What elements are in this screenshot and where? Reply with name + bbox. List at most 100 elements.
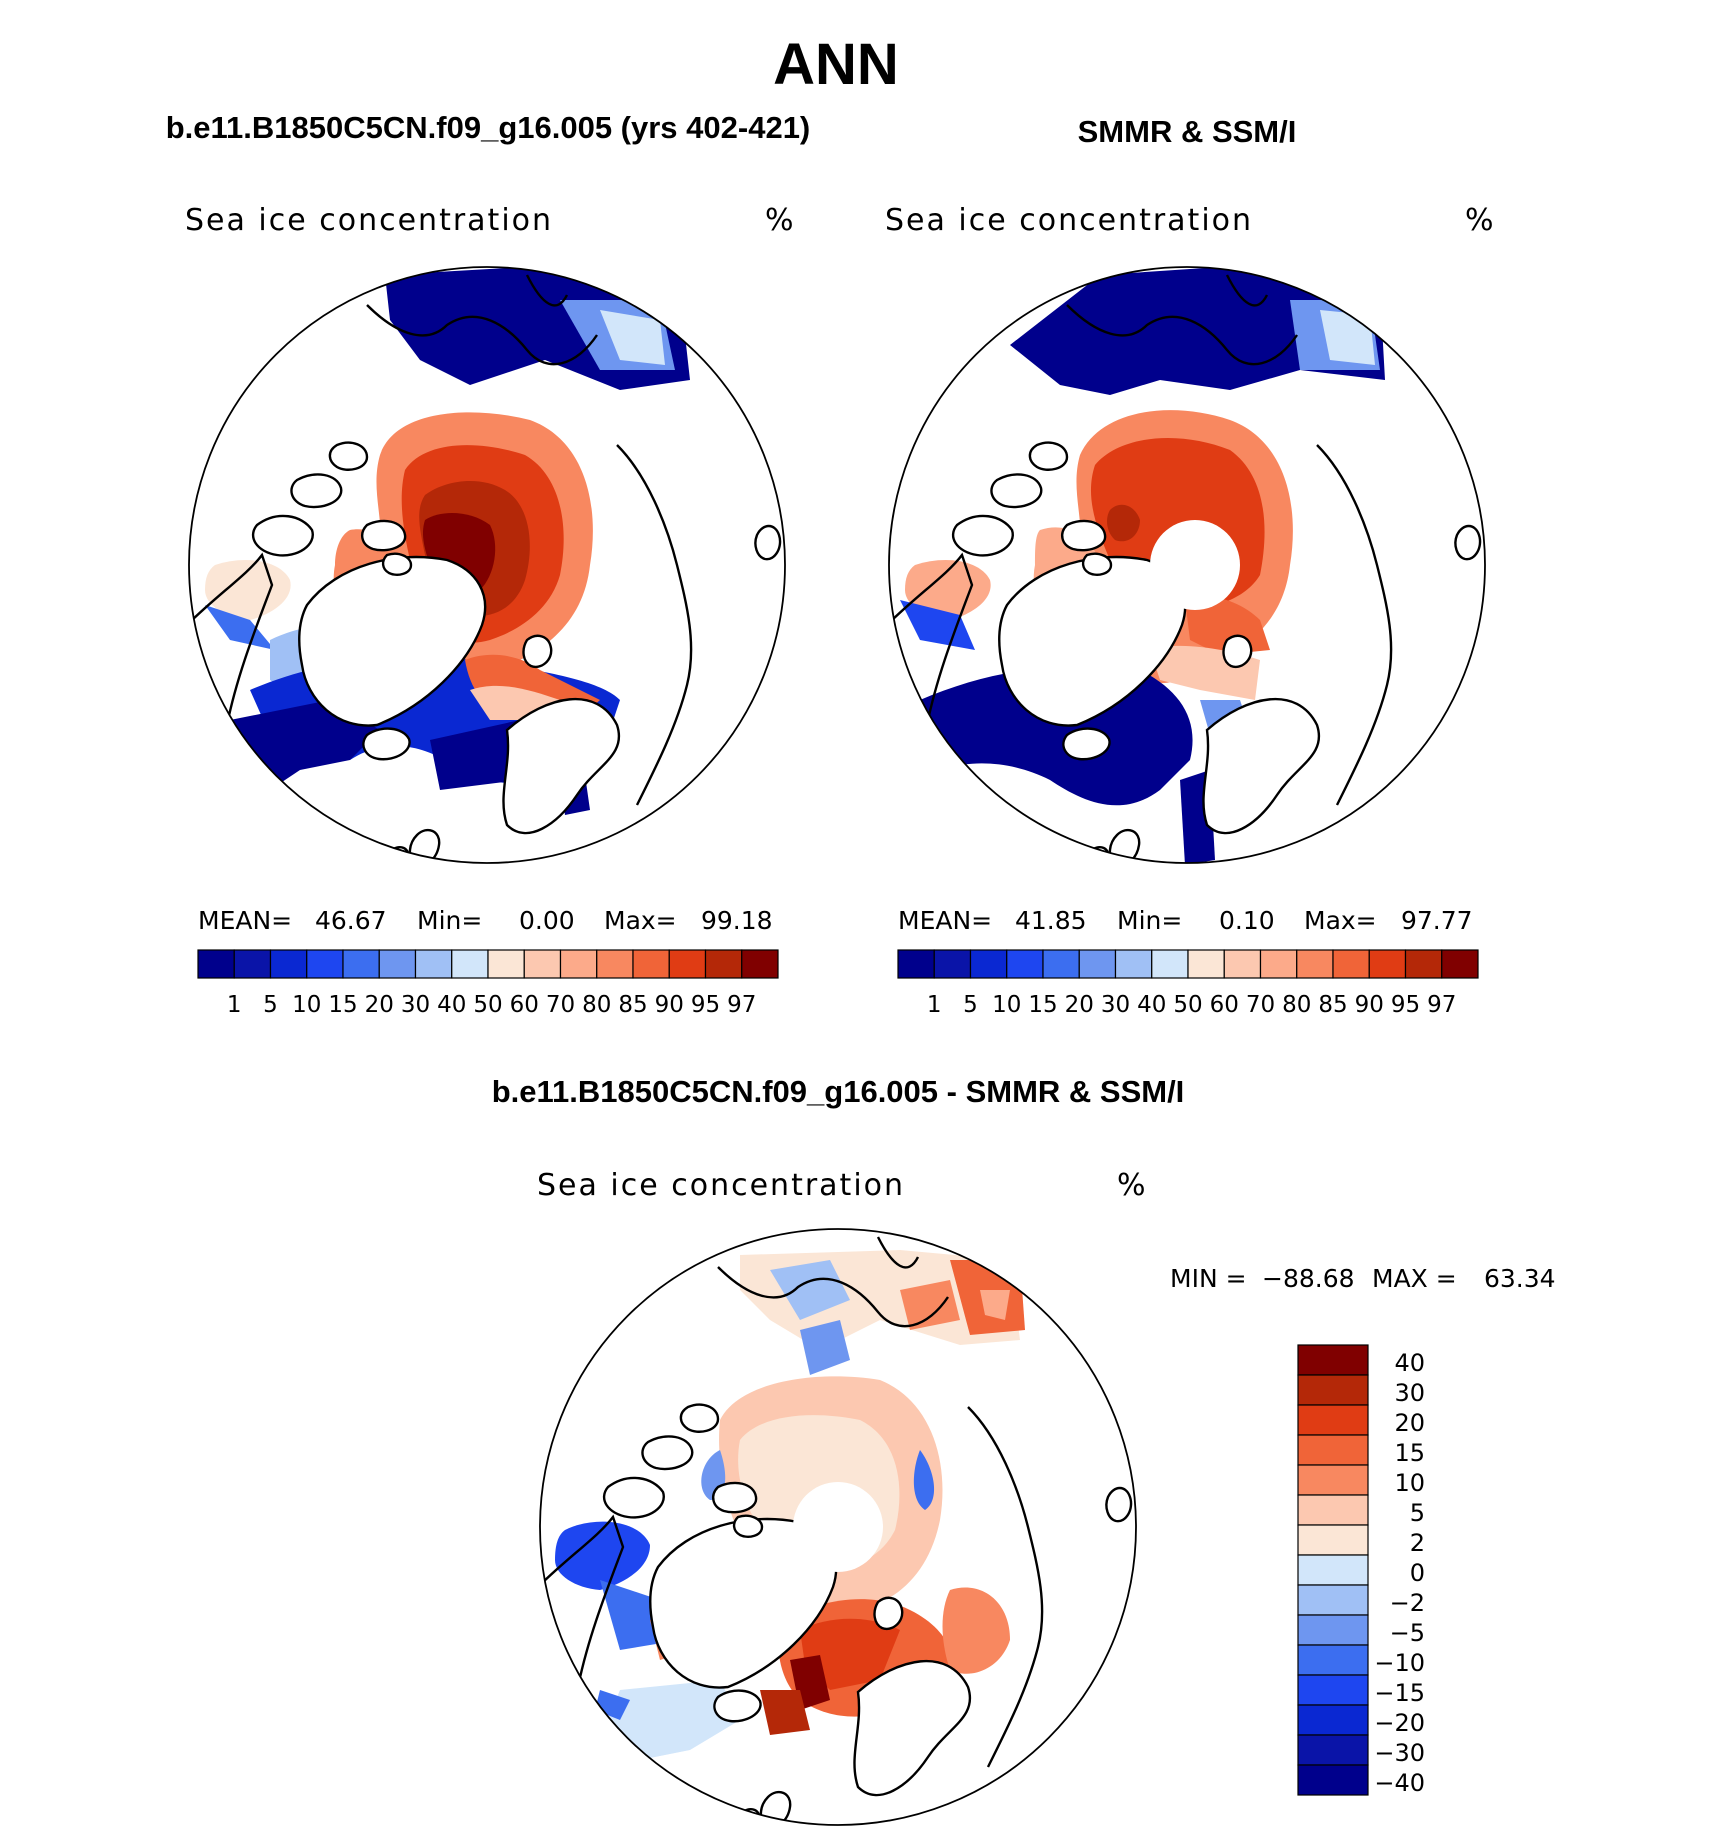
colorbar-swatch bbox=[1297, 1464, 1369, 1496]
panel-diff-min-label: MIN = bbox=[1170, 1264, 1247, 1293]
colorbar-tick-label: 95 bbox=[1391, 992, 1420, 1018]
colorbar-tick-label: 15 bbox=[1394, 1439, 1425, 1467]
colorbar-swatch bbox=[668, 949, 707, 979]
colorbar-swatch bbox=[1368, 949, 1407, 979]
panel-model: b.e11.B1850C5CN.f09_g16.005 (yrs 402-421… bbox=[166, 110, 811, 1018]
colorbar-swatch bbox=[1297, 1704, 1369, 1736]
colorbar-swatch bbox=[1187, 949, 1225, 979]
colorbar-tick-label: 0 bbox=[1410, 1559, 1425, 1587]
colorbar-swatch bbox=[1297, 1734, 1369, 1766]
panel-model-max-value: 99.18 bbox=[701, 906, 773, 935]
panel-obs-max-value: 97.77 bbox=[1401, 906, 1473, 935]
colorbar-tick-label: 10 bbox=[992, 992, 1021, 1018]
colorbar-tick-label: −40 bbox=[1374, 1769, 1425, 1797]
colorbar-tick-label: 85 bbox=[618, 992, 647, 1018]
colorbar-tick-label: 80 bbox=[582, 992, 611, 1018]
panel-diff-max-value: 63.34 bbox=[1484, 1264, 1556, 1293]
colorbar-swatch bbox=[233, 949, 272, 979]
panel-obs-min-value: 0.10 bbox=[1219, 906, 1275, 935]
panel-obs-variable: Sea ice concentration bbox=[885, 203, 1253, 238]
panel-model-variable: Sea ice concentration bbox=[185, 203, 553, 238]
colorbar-swatch bbox=[1006, 949, 1044, 979]
colorbar-tick-label: 5 bbox=[1410, 1499, 1425, 1527]
panel-obs-mean-label: MEAN= bbox=[898, 906, 992, 935]
panel-obs-heading: SMMR & SSM/I bbox=[1078, 114, 1297, 149]
colorbar-swatch bbox=[969, 949, 1008, 979]
panel-obs: SMMR & SSM/I Sea ice concentration % bbox=[885, 114, 1494, 1018]
colorbar-swatch bbox=[1297, 1524, 1369, 1556]
colorbar-tick-label: −10 bbox=[1374, 1649, 1425, 1677]
colorbar-tick-label: 80 bbox=[1282, 992, 1311, 1018]
colorbar-swatch bbox=[897, 949, 935, 979]
colorbar-swatch bbox=[414, 949, 453, 979]
colorbar-tick-label: 5 bbox=[263, 992, 278, 1018]
colorbar-swatch bbox=[1332, 949, 1370, 979]
panel-diff-variable: Sea ice concentration bbox=[537, 1168, 905, 1203]
colorbar-swatch bbox=[378, 949, 417, 979]
colorbar-tick-label: −30 bbox=[1374, 1739, 1425, 1767]
colorbar-swatch bbox=[342, 949, 380, 979]
colorbar-tick-label: 30 bbox=[1394, 1379, 1425, 1407]
colorbar-tick-label: 70 bbox=[546, 992, 575, 1018]
panel-model-units: % bbox=[765, 203, 794, 238]
colorbar-swatch bbox=[1441, 949, 1479, 979]
colorbar-tick-label: 1 bbox=[227, 992, 242, 1018]
colorbar-tick-label: 70 bbox=[1246, 992, 1275, 1018]
colorbar-tick-label: −5 bbox=[1390, 1619, 1425, 1647]
colorbar-swatch bbox=[1259, 949, 1298, 979]
colorbar-swatch bbox=[1297, 1674, 1369, 1706]
colorbar-swatch bbox=[1297, 1404, 1369, 1436]
panel-model-max-label: Max= bbox=[604, 906, 677, 935]
colorbar-tick-label: 97 bbox=[727, 992, 756, 1018]
colorbar-swatch bbox=[1297, 1554, 1369, 1586]
colorbar-swatch bbox=[1404, 949, 1443, 979]
panel-model-mean-label: MEAN= bbox=[198, 906, 292, 935]
colorbar-swatch bbox=[1297, 1764, 1369, 1796]
colorbar-swatch bbox=[933, 949, 972, 979]
colorbar-swatch bbox=[1297, 1374, 1369, 1406]
panel-diff-pole-hole bbox=[793, 1482, 883, 1572]
colorbar-tick-label: 60 bbox=[510, 992, 539, 1018]
panel-diff: b.e11.B1850C5CN.f09_g16.005 - SMMR & SSM… bbox=[492, 1074, 1556, 1826]
colorbar-swatch bbox=[1151, 949, 1189, 979]
colorbar-tick-label: 40 bbox=[437, 992, 466, 1018]
panel-model-colorbar: 1 5 10 15 20 30 40 50 60 70 80 85 90 95 97 bbox=[197, 949, 779, 1018]
panel-model-min-value: 0.00 bbox=[519, 906, 575, 935]
colorbar-swatch bbox=[1297, 1644, 1369, 1676]
colorbar-swatch bbox=[487, 949, 525, 979]
colorbar-swatch bbox=[1297, 1614, 1369, 1646]
colorbar-swatch bbox=[269, 949, 308, 979]
colorbar-swatch bbox=[197, 949, 235, 979]
colorbar-swatch bbox=[1114, 949, 1153, 979]
colorbar-swatch bbox=[596, 949, 634, 979]
colorbar-tick-label: −15 bbox=[1374, 1679, 1425, 1707]
colorbar-tick-label: 50 bbox=[473, 992, 502, 1018]
colorbar-swatch bbox=[1297, 1494, 1369, 1526]
colorbar-tick-label: −2 bbox=[1390, 1589, 1425, 1617]
colorbar-tick-label: 10 bbox=[292, 992, 321, 1018]
panel-diff-units: % bbox=[1117, 1168, 1146, 1203]
panel-obs-units: % bbox=[1465, 203, 1494, 238]
colorbar-tick-label: 20 bbox=[365, 992, 394, 1018]
colorbar-tick-label: 95 bbox=[691, 992, 720, 1018]
panel-obs-colorbar: 1 5 10 15 20 30 40 50 60 70 80 85 90 95 97 bbox=[897, 949, 1479, 1018]
colorbar-swatch bbox=[1223, 949, 1262, 979]
colorbar-tick-label: 20 bbox=[1065, 992, 1094, 1018]
colorbar-swatch bbox=[1078, 949, 1117, 979]
colorbar-tick-label: 15 bbox=[328, 992, 357, 1018]
colorbar-tick-label: 20 bbox=[1394, 1409, 1425, 1437]
panel-obs-mean-value: 41.85 bbox=[1015, 906, 1087, 935]
panel-diff-max-label: MAX = bbox=[1372, 1264, 1457, 1293]
panel-diff-min-value: −88.68 bbox=[1262, 1264, 1355, 1293]
colorbar-tick-label: 40 bbox=[1137, 992, 1166, 1018]
colorbar-swatch bbox=[741, 949, 779, 979]
colorbar-tick-label: 40 bbox=[1394, 1349, 1425, 1377]
colorbar-swatch bbox=[704, 949, 743, 979]
panel-obs-map-boundary bbox=[888, 266, 1486, 864]
colorbar-tick-label: 15 bbox=[1028, 992, 1057, 1018]
colorbar-swatch bbox=[306, 949, 344, 979]
colorbar-swatch bbox=[632, 949, 670, 979]
colorbar-tick-label: 2 bbox=[1410, 1529, 1425, 1557]
